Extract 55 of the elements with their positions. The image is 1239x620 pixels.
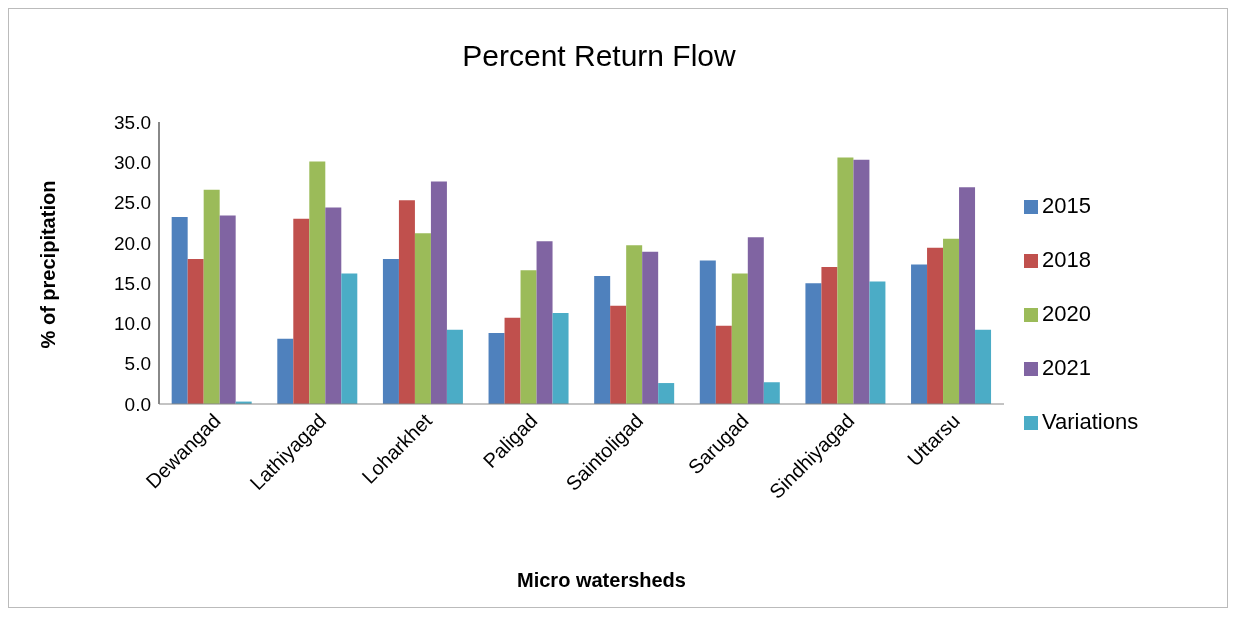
bar (187, 258, 204, 404)
bar (853, 159, 870, 404)
bar (763, 382, 780, 404)
y-tick-label: 30.0 (114, 152, 151, 174)
bar (382, 258, 399, 404)
bar (715, 325, 732, 404)
bar (277, 338, 294, 404)
bar (325, 207, 342, 404)
bar (869, 281, 886, 404)
bar (943, 238, 960, 404)
legend-label: 2021 (1042, 355, 1091, 380)
bar (642, 251, 659, 404)
x-axis-title: Micro watersheds (516, 569, 687, 592)
y-tick-label: 20.0 (114, 232, 151, 254)
y-tick-label: 35.0 (114, 111, 151, 133)
y-axis-title: % of precipitation (37, 180, 61, 349)
bar (552, 312, 569, 404)
chart-title: Percent Return Flow (461, 39, 737, 73)
bar (309, 161, 326, 404)
bar (446, 329, 463, 404)
bar (398, 200, 415, 404)
bar (805, 283, 822, 404)
bar (504, 317, 521, 404)
bar (975, 329, 992, 404)
y-tick-label: 25.0 (114, 192, 151, 214)
bar (594, 275, 611, 404)
y-tick-label: 0.0 (124, 393, 151, 415)
bar (219, 215, 236, 404)
bar (837, 157, 854, 404)
bar (414, 233, 431, 404)
legend-label: Variations (1042, 409, 1139, 434)
bar (171, 217, 188, 404)
bar (488, 333, 505, 404)
legend-label: 2020 (1042, 301, 1091, 326)
bar (959, 187, 976, 404)
bar (520, 270, 537, 404)
legend-label: 2015 (1042, 193, 1091, 218)
bar (699, 260, 716, 404)
y-tick-label: 15.0 (114, 272, 151, 294)
bar (927, 247, 944, 404)
bar (747, 237, 764, 404)
bar (293, 218, 310, 404)
bar (731, 273, 748, 404)
bar (341, 273, 358, 404)
bar (610, 305, 627, 404)
bar (203, 189, 220, 404)
bar (658, 383, 675, 404)
bar (626, 245, 643, 404)
y-tick-label: 10.0 (114, 313, 151, 335)
legend-label: 2018 (1042, 247, 1091, 272)
bar (821, 267, 838, 404)
bar (911, 264, 928, 404)
bar (536, 241, 553, 404)
bar (430, 181, 447, 404)
y-tick-label: 5.0 (124, 353, 151, 375)
